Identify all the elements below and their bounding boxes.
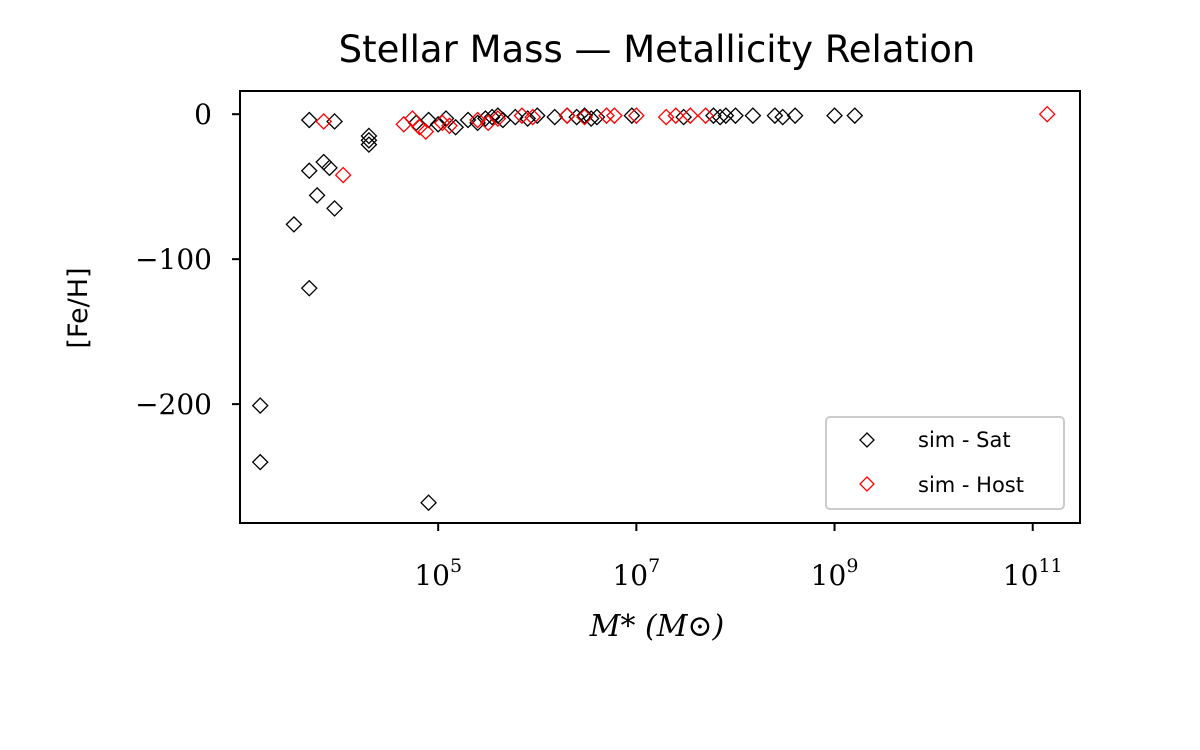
legend-marker-sat <box>859 432 875 448</box>
sat-point-34 <box>588 108 606 126</box>
host-point-10 <box>489 110 507 127</box>
sat-point-23 <box>483 108 501 126</box>
host-point-18 <box>657 108 675 126</box>
y-axis-ticks: 0 −100 −200 <box>135 98 240 421</box>
host-point-20 <box>681 107 699 125</box>
x-tick-label-3: 1011 <box>1003 555 1063 592</box>
sat-point-43 <box>774 108 792 126</box>
host-point-5 <box>417 123 435 141</box>
x-axis-label: M* (M⊙) <box>589 609 725 644</box>
sat-point-12 <box>360 127 378 145</box>
sat-point-7 <box>300 162 318 180</box>
legend-marker-host <box>859 476 875 492</box>
marker-layer <box>251 105 1056 512</box>
sat-point-17 <box>429 115 447 133</box>
sat-point-14 <box>326 113 343 130</box>
host-point-15 <box>598 107 615 125</box>
host-point-11 <box>513 107 531 125</box>
sat-point-10 <box>360 131 378 149</box>
sat-point-8 <box>315 153 333 171</box>
y-tick-label-0: 0 <box>194 98 212 131</box>
sat-point-35 <box>623 107 641 125</box>
y-tick-label-1: −100 <box>135 243 212 276</box>
legend-box <box>825 416 1065 510</box>
legend: sim - Sat sim - Host <box>825 416 1065 510</box>
x-axis-ticks: 105 107 109 1011 <box>414 523 1063 592</box>
sat-point-19 <box>447 118 465 136</box>
sat-point-11 <box>360 136 378 154</box>
sat-point-46 <box>846 107 864 125</box>
sat-point-36 <box>675 108 693 126</box>
sat-point-16 <box>420 111 437 129</box>
legend-label-host: sim - Host <box>918 473 1024 497</box>
sat-point-1 <box>251 453 269 471</box>
x-tick-label-2: 109 <box>811 555 859 592</box>
y-tick-label-2: −200 <box>135 388 212 421</box>
y-axis-label: [Fe/H] <box>63 267 94 348</box>
x-tick-label-1: 107 <box>612 555 660 592</box>
sat-point-41 <box>744 107 762 125</box>
sat-point-4 <box>285 215 303 233</box>
sat-point-44 <box>786 107 804 125</box>
legend-label-sat: sim - Sat <box>918 428 1011 452</box>
host-point-13 <box>558 107 576 125</box>
sat-point-6 <box>326 200 343 217</box>
host-point-9 <box>479 114 497 132</box>
host-point-2 <box>395 115 413 133</box>
sat-point-13 <box>300 111 318 129</box>
sat-point-0 <box>251 397 269 414</box>
sat-point-37 <box>705 107 722 125</box>
sat-point-38 <box>711 108 729 126</box>
host-point-17 <box>627 107 645 125</box>
host-point-16 <box>605 107 623 125</box>
sat-point-5 <box>308 186 326 204</box>
sat-point-42 <box>766 107 784 125</box>
host-point-12 <box>524 108 542 126</box>
sat-point-28 <box>528 107 546 125</box>
sat-point-27 <box>519 110 537 127</box>
host-point-1 <box>334 166 352 184</box>
host-point-19 <box>667 107 685 125</box>
host-point-22 <box>1038 105 1056 123</box>
host-point-7 <box>441 117 458 135</box>
sat-point-9 <box>321 159 338 177</box>
sat-point-40 <box>727 107 744 125</box>
host-point-14 <box>576 108 593 126</box>
x-tick-label-0: 105 <box>414 555 462 592</box>
sat-point-33 <box>582 110 600 127</box>
host-point-0 <box>315 113 333 130</box>
host-point-21 <box>697 107 715 125</box>
host-point-8 <box>469 111 487 129</box>
sat-point-31 <box>568 108 586 126</box>
sat-point-26 <box>506 108 524 126</box>
sat-point-45 <box>826 107 843 125</box>
plot-area-frame <box>239 90 1081 524</box>
chart-title: Stellar Mass — Metallicity Relation <box>339 28 976 71</box>
sat-point-2 <box>420 494 437 512</box>
sat-point-3 <box>300 279 318 297</box>
sat-point-29 <box>546 108 564 126</box>
